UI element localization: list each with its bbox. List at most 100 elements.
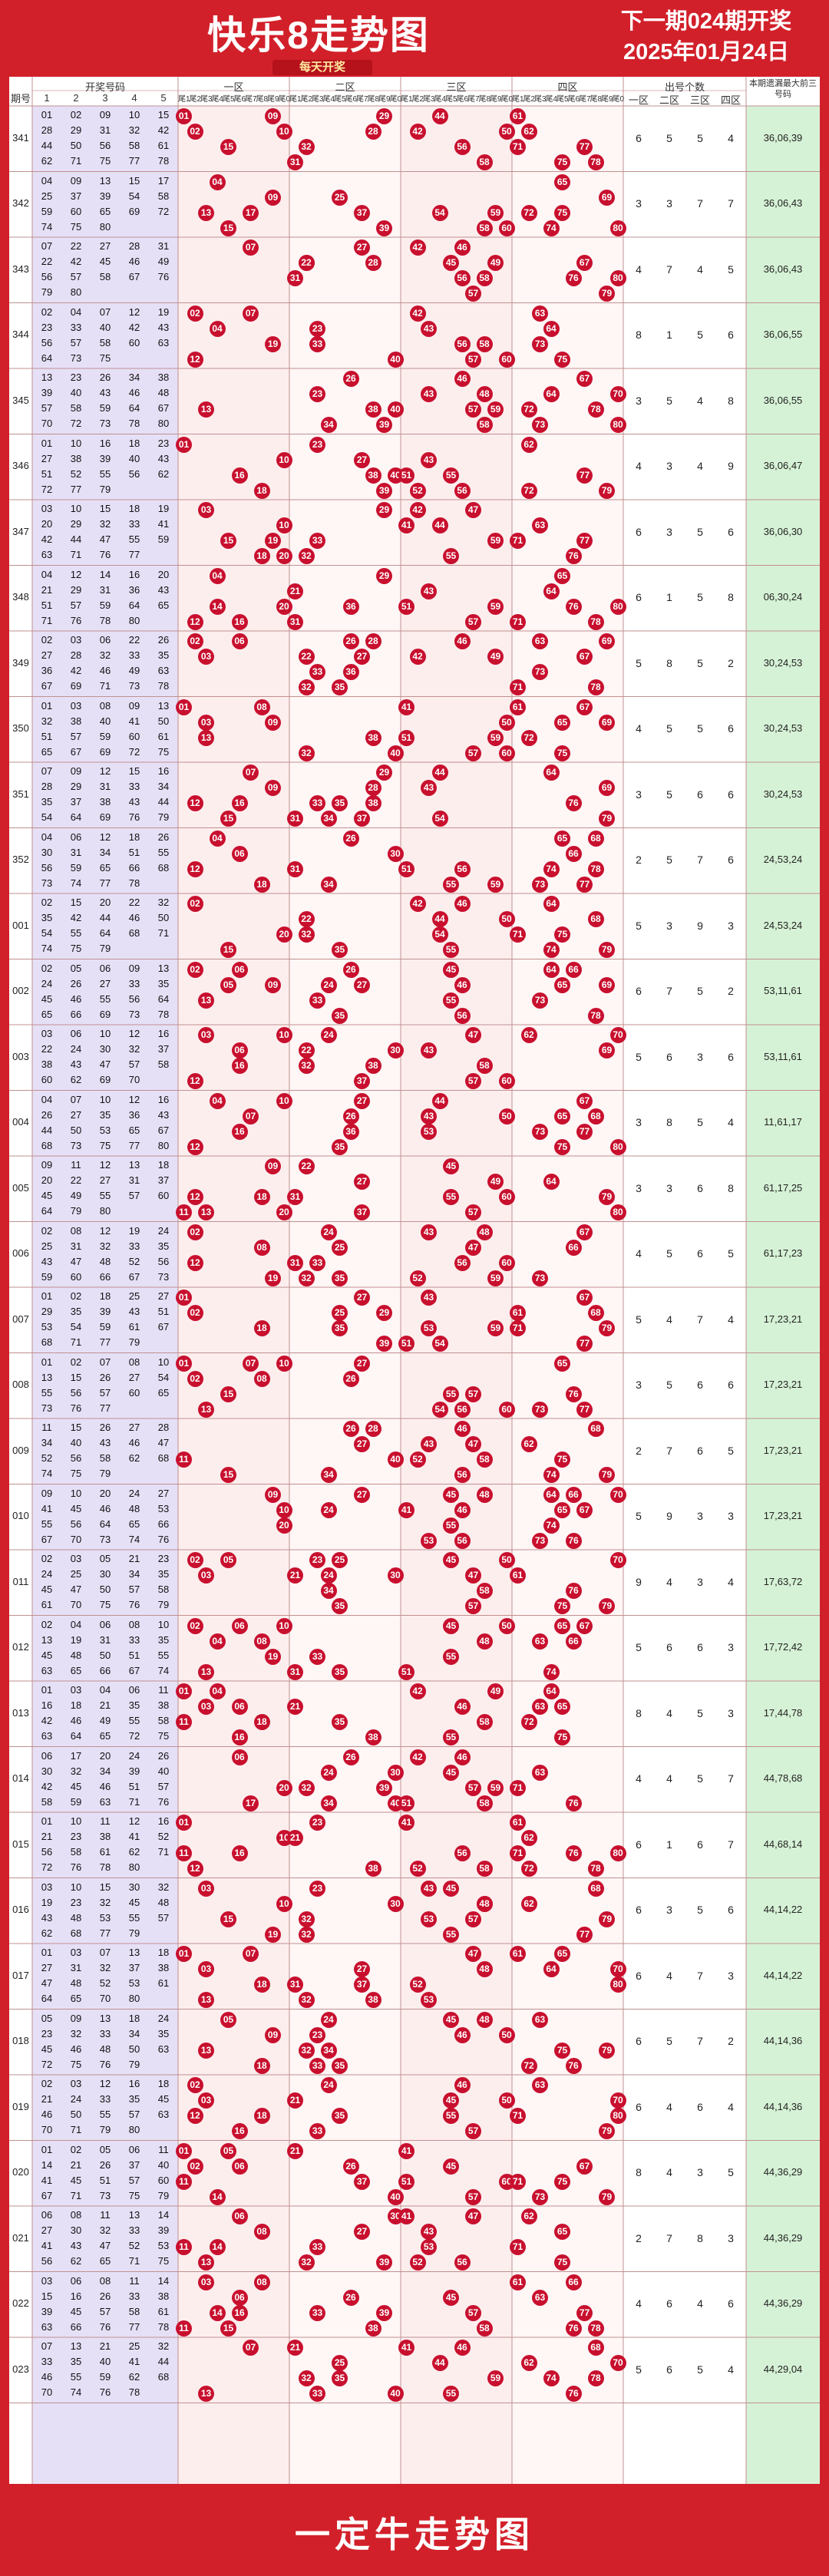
period-cell: 015 — [12, 1838, 29, 1850]
draw-number: 55 — [99, 992, 111, 1005]
number-ball: 76 — [565, 795, 582, 811]
number-ball: 05 — [220, 2142, 236, 2159]
number-ball: 18 — [253, 548, 270, 564]
draw-number: 21 — [99, 2340, 111, 2352]
number-ball: 32 — [298, 2254, 315, 2271]
draw-col-header: 2 — [73, 92, 79, 104]
number-ball: 03 — [198, 1699, 214, 1715]
draw-number: 32 — [157, 2340, 170, 2352]
period-cell: 010 — [12, 1510, 29, 1522]
draw-number: 45 — [70, 1502, 82, 1514]
zone-count: 4 — [666, 1772, 672, 1785]
number-ball: 25 — [332, 1305, 348, 1321]
draw-number: 56 — [41, 2255, 53, 2267]
draw-number: 46 — [99, 1780, 111, 1792]
tail-header: 尾7 — [579, 95, 591, 104]
draw-number: 29 — [70, 583, 82, 596]
period-header: 期号 — [10, 93, 31, 104]
zone-count: 5 — [697, 525, 703, 538]
period-cell: 014 — [12, 1772, 29, 1785]
number-ball: 64 — [543, 1486, 560, 1503]
draw-number: 58 — [157, 1715, 170, 1726]
zone-count: 5 — [666, 722, 672, 735]
draw-number: 60 — [128, 1386, 140, 1399]
tail-header: 尾5 — [445, 95, 457, 104]
draw-number: 45 — [41, 1190, 53, 1201]
draw-number: 46 — [128, 256, 140, 267]
zone-count: 3 — [728, 1510, 734, 1523]
number-ball: 11 — [176, 1714, 192, 1730]
number-ball: 12 — [187, 1861, 203, 1877]
number-ball: 54 — [431, 204, 448, 221]
zone-count: 3 — [666, 525, 672, 538]
draw-number: 16 — [157, 1815, 170, 1827]
number-ball: 32 — [298, 548, 315, 564]
zone-count: 5 — [636, 1313, 642, 1326]
draw-number: 69 — [70, 680, 82, 692]
number-ball: 25 — [332, 1239, 348, 1256]
draw-number: 71 — [41, 614, 53, 626]
zone-count: 4 — [697, 460, 703, 473]
zone-band — [401, 106, 512, 2484]
draw-number: 54 — [157, 1371, 170, 1383]
draw-number: 77 — [99, 1336, 111, 1348]
number-ball: 41 — [398, 2340, 414, 2356]
draw-number: 76 — [128, 811, 140, 823]
number-ball: 23 — [309, 1880, 325, 1897]
zone-count: 7 — [697, 854, 703, 867]
draw-number: 27 — [157, 1290, 170, 1302]
draw-number: 75 — [157, 745, 170, 758]
number-ball: 32 — [298, 1058, 315, 1074]
number-ball: 42 — [409, 502, 426, 518]
number-ball: 33 — [309, 795, 325, 811]
zone-count: 7 — [666, 2231, 672, 2244]
number-ball: 46 — [454, 1421, 471, 1437]
number-ball: 65 — [554, 1108, 570, 1125]
number-ball: 03 — [198, 649, 214, 665]
zone-count: 6 — [636, 985, 642, 998]
draw-number: 56 — [70, 1452, 82, 1464]
draw-number: 13 — [157, 699, 170, 712]
draw-number: 76 — [157, 1795, 170, 1808]
draw-number: 73 — [70, 1139, 82, 1151]
draw-number: 06 — [41, 1749, 53, 1762]
zone-count: 2 — [636, 2231, 642, 2244]
number-ball: 01 — [176, 1683, 192, 1699]
zone-count: 4 — [728, 1575, 734, 1588]
tail-header: 尾5 — [223, 95, 235, 104]
draw-number: 26 — [157, 1749, 170, 1762]
draw-number: 74 — [128, 1533, 140, 1545]
number-ball: 57 — [465, 1779, 481, 1796]
number-ball: 01 — [176, 1290, 192, 1306]
number-ball: 02 — [187, 1370, 203, 1387]
number-ball: 01 — [176, 1946, 192, 1962]
draw-number: 27 — [99, 977, 111, 989]
number-ball: 18 — [253, 876, 270, 893]
draw-number: 62 — [128, 1452, 140, 1464]
draw-number: 03 — [70, 1947, 82, 1958]
number-ball: 51 — [398, 729, 414, 746]
number-ball: 35 — [332, 1320, 348, 1336]
missing-top3: 44,14,22 — [763, 1969, 803, 1981]
number-ball: 61 — [510, 1567, 526, 1584]
tail-header: 尾4 — [434, 95, 447, 104]
draw-number: 79 — [70, 1205, 82, 1217]
zone-count: 7 — [697, 2035, 703, 2048]
number-ball: 72 — [520, 482, 537, 499]
period-cell: 019 — [12, 2100, 29, 2112]
zone-count: 5 — [666, 131, 672, 144]
draw-number: 44 — [157, 2356, 170, 2367]
draw-number: 27 — [41, 452, 53, 464]
draw-number: 73 — [99, 418, 111, 429]
draw-number: 52 — [99, 1977, 111, 1989]
number-ball: 54 — [431, 1401, 448, 1418]
number-ball: 58 — [476, 1861, 493, 1877]
draw-number: 31 — [99, 583, 111, 596]
number-ball: 73 — [532, 1270, 548, 1286]
draw-number: 57 — [99, 1386, 111, 1399]
zone-count: 6 — [728, 854, 734, 867]
draw-number: 22 — [70, 240, 82, 252]
draw-number: 68 — [157, 861, 170, 874]
number-ball: 01 — [176, 108, 192, 124]
zone-count: 4 — [666, 2100, 672, 2113]
